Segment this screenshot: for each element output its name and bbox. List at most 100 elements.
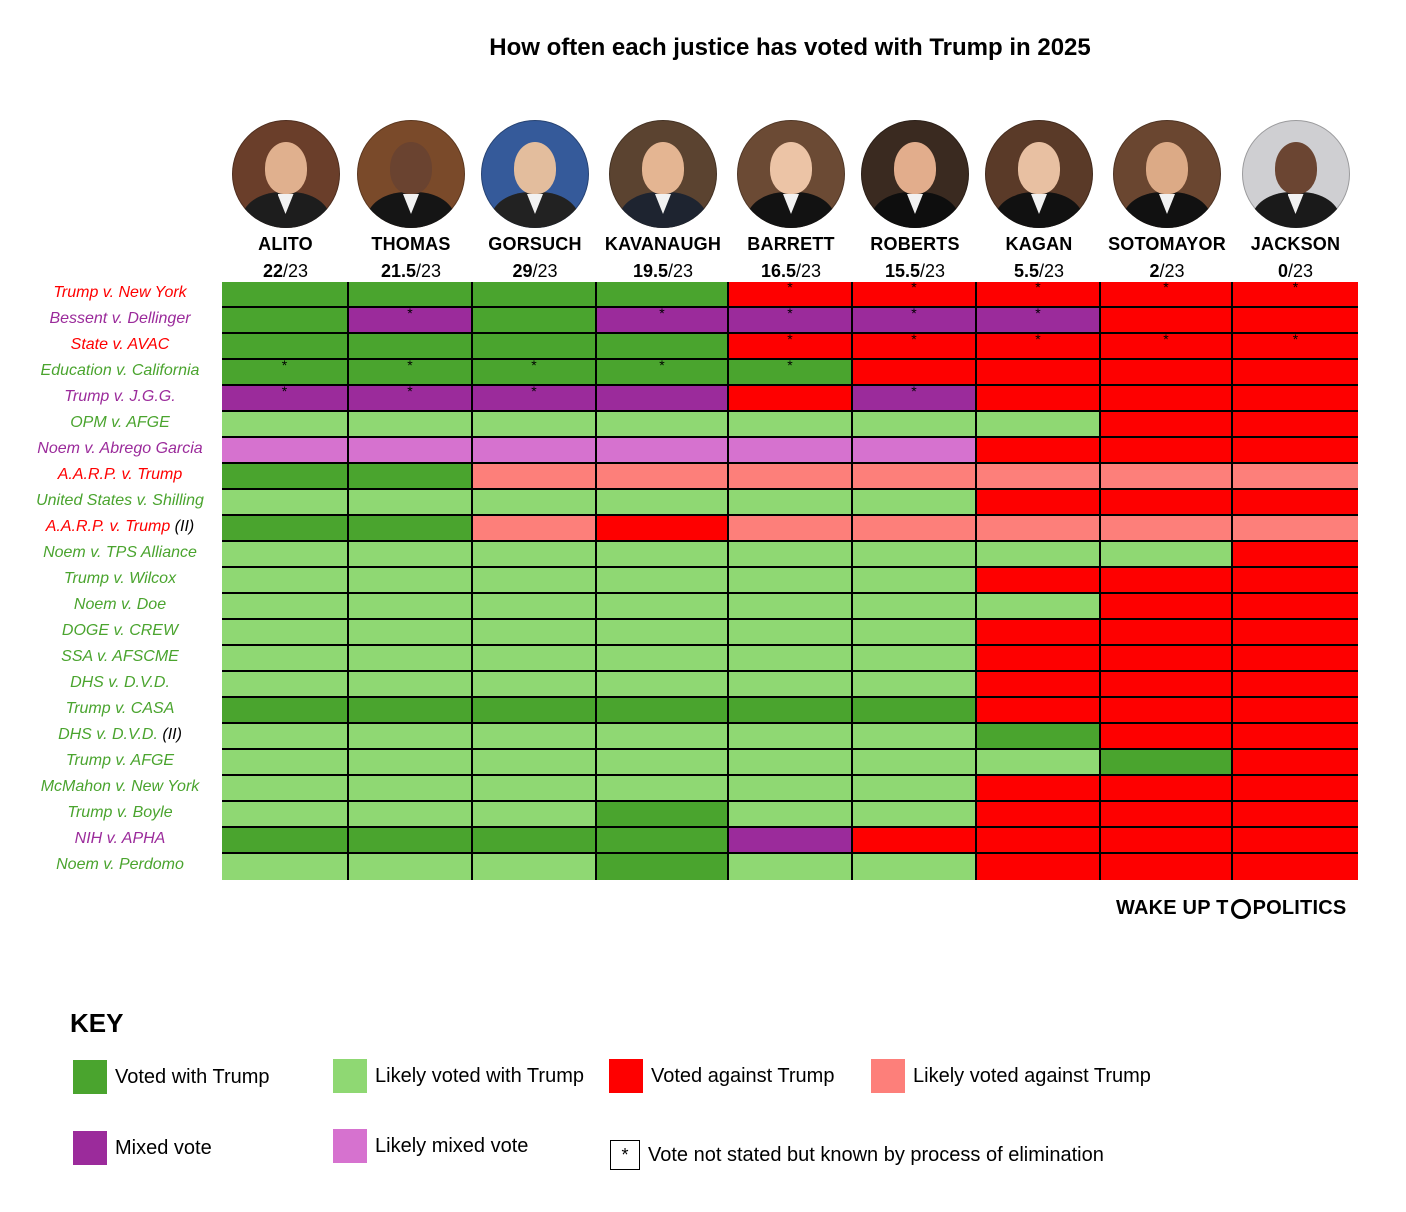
case-name: Bessent v. Dellinger xyxy=(49,310,191,327)
score-total: /23 xyxy=(1159,261,1185,281)
elimination-star: * xyxy=(531,357,537,373)
justice-column-header: ROBERTS 15.5/23 xyxy=(850,118,980,282)
key-likely-voted-with: Likely voted with Trump xyxy=(333,1059,584,1093)
vote-cell xyxy=(597,646,729,672)
vote-cell xyxy=(473,828,597,854)
justice-name: BARRETT xyxy=(747,234,835,254)
score-value: 5.5 xyxy=(1013,261,1039,281)
vote-cell xyxy=(597,464,729,490)
vote-cell: * xyxy=(349,384,473,412)
vote-cell xyxy=(222,854,349,880)
justice-score: 2/23 xyxy=(1102,261,1232,282)
vote-cell xyxy=(473,620,597,646)
portrait-head xyxy=(894,142,936,194)
justice-name: SOTOMAYOR xyxy=(1108,234,1226,254)
vote-cell xyxy=(1233,854,1358,880)
elimination-star: * xyxy=(911,331,917,347)
vote-cell xyxy=(729,412,853,438)
key-label: Likely voted against Trump xyxy=(913,1064,1151,1087)
key-label: Likely mixed vote xyxy=(375,1134,529,1157)
vote-cell xyxy=(853,646,977,672)
vote-cell xyxy=(473,308,597,334)
vote-cell xyxy=(977,516,1101,542)
vote-cell xyxy=(729,594,853,620)
score-total: /23 xyxy=(532,261,558,281)
brand-o-icon xyxy=(1230,898,1251,919)
vote-cell xyxy=(1233,386,1358,412)
vote-cell xyxy=(349,282,473,308)
vote-cell xyxy=(853,724,977,750)
elimination-star: * xyxy=(1035,279,1041,295)
vote-cell xyxy=(349,568,473,594)
vote-cell xyxy=(349,620,473,646)
vote-cell xyxy=(1101,776,1233,802)
vote-cell xyxy=(473,568,597,594)
case-name: DHS v. D.V.D. xyxy=(58,726,158,743)
vote-cell xyxy=(853,750,977,776)
key-swatch-likely-voted-against xyxy=(871,1059,905,1093)
vote-cell xyxy=(977,802,1101,828)
justice-portrait xyxy=(861,120,969,228)
vote-cell xyxy=(729,542,853,568)
justice-score: 0/23 xyxy=(1231,261,1361,282)
vote-cell: * xyxy=(597,306,729,334)
vote-cell: * xyxy=(729,358,853,386)
elimination-star: * xyxy=(1163,331,1169,347)
justice-portrait xyxy=(1113,120,1221,228)
key-label: Vote not stated but known by process of … xyxy=(648,1143,1104,1166)
chart-title: How often each justice has voted with Tr… xyxy=(489,34,1091,61)
justice-name: GORSUCH xyxy=(488,234,582,254)
justice-name: KAVANAUGH xyxy=(604,234,722,254)
vote-cell xyxy=(473,698,597,724)
case-name: SSA v. AFSCME xyxy=(61,648,179,665)
case-label: McMahon v. New York xyxy=(0,778,240,796)
elimination-star: * xyxy=(1163,279,1169,295)
vote-cell xyxy=(853,464,977,490)
vote-cell xyxy=(473,438,597,464)
vote-cell xyxy=(1233,620,1358,646)
vote-cell xyxy=(349,464,473,490)
vote-cell xyxy=(222,568,349,594)
score-value: 22 xyxy=(262,261,283,281)
vote-cell xyxy=(1101,724,1233,750)
vote-cell xyxy=(729,646,853,672)
vote-cell xyxy=(222,542,349,568)
key-swatch-likely-mixed xyxy=(333,1129,367,1163)
vote-cell xyxy=(1233,360,1358,386)
vote-cell xyxy=(349,334,473,360)
vote-cell xyxy=(729,620,853,646)
elimination-star: * xyxy=(911,305,917,321)
vote-cell xyxy=(349,490,473,516)
vote-cell xyxy=(597,672,729,698)
vote-cell: * xyxy=(977,305,1101,334)
vote-cell xyxy=(473,594,597,620)
vote-cell xyxy=(977,854,1101,880)
vote-cell xyxy=(1233,438,1358,464)
case-name: NIH v. APHA xyxy=(74,830,166,847)
vote-cell xyxy=(1101,386,1233,412)
vote-cell xyxy=(222,516,349,542)
vote-cell xyxy=(1233,464,1358,490)
elimination-star: * xyxy=(787,305,793,321)
vote-cell: * xyxy=(729,332,853,360)
case-name: Trump v. New York xyxy=(53,284,187,301)
elimination-star: * xyxy=(1035,305,1041,321)
vote-cell xyxy=(597,412,729,438)
case-name: Noem v. Abrego Garcia xyxy=(37,440,203,457)
case-label: SSA v. AFSCME xyxy=(0,648,240,666)
vote-cell xyxy=(349,516,473,542)
vote-cell xyxy=(729,776,853,802)
justice-name: THOMAS xyxy=(371,234,451,254)
vote-cell: * xyxy=(1233,280,1358,308)
vote-cell xyxy=(1101,412,1233,438)
vote-cell xyxy=(853,360,977,386)
vote-cell xyxy=(473,412,597,438)
vote-cell xyxy=(597,828,729,854)
elimination-star: * xyxy=(281,357,288,373)
key-elimination: * Vote not stated but known by process o… xyxy=(610,1140,1104,1170)
vote-cell xyxy=(977,542,1101,568)
vote-cell xyxy=(1233,776,1358,802)
vote-cell xyxy=(729,750,853,776)
portrait-head xyxy=(514,142,556,194)
justice-score: 15.5/23 xyxy=(850,261,980,282)
